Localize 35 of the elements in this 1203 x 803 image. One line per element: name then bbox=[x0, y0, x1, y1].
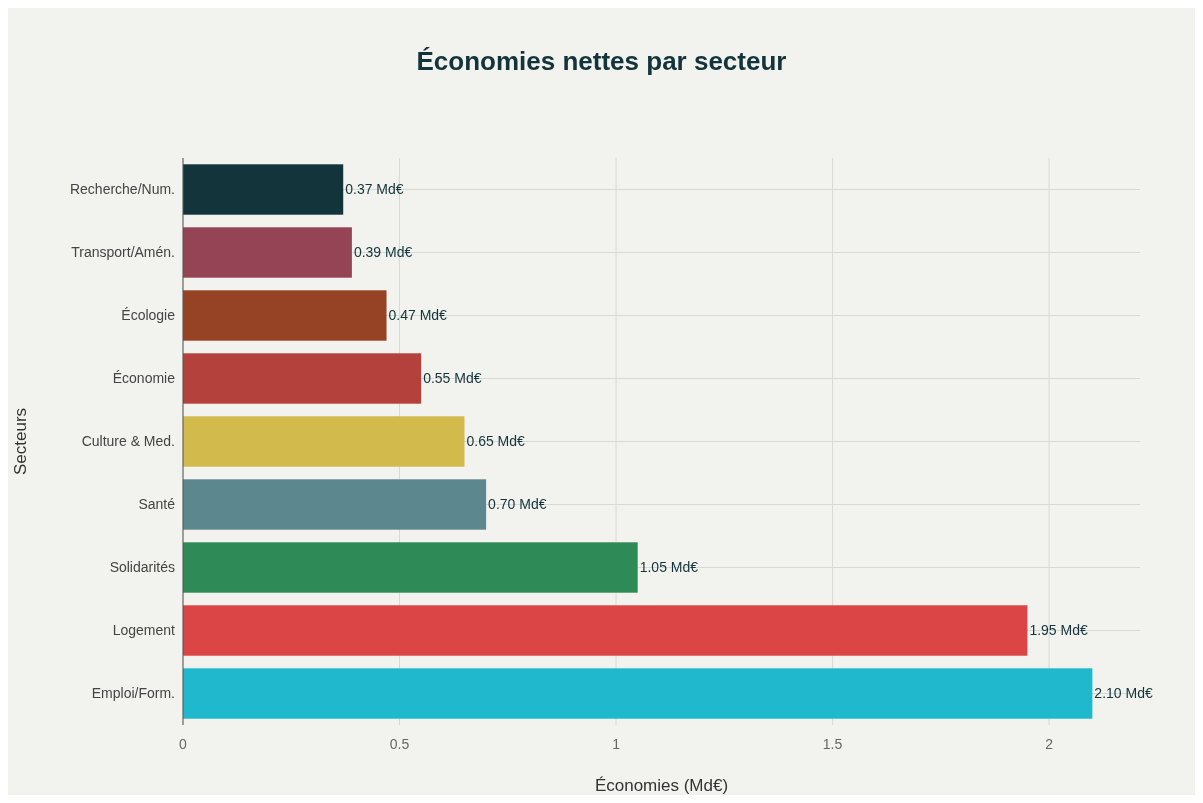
bar bbox=[183, 164, 344, 215]
y-tick-label: Solidarités bbox=[109, 559, 175, 576]
x-tick-label: 1 bbox=[612, 736, 621, 752]
x-tick-label: 0.5 bbox=[389, 736, 410, 752]
bar bbox=[183, 479, 487, 530]
bar bbox=[183, 668, 1093, 719]
bar bbox=[183, 416, 465, 467]
x-axis-title: Économies (Md€) bbox=[594, 776, 729, 795]
chart-title: Économies nettes par secteur bbox=[416, 46, 787, 76]
data-label: 0.65 Md€ bbox=[466, 433, 526, 450]
data-label: 0.47 Md€ bbox=[388, 307, 448, 324]
x-tick-label: 1.5 bbox=[822, 736, 843, 752]
y-tick-label: Transport/Amén. bbox=[71, 244, 175, 261]
bar bbox=[183, 605, 1028, 656]
y-tick-label: Écologie bbox=[121, 307, 176, 324]
data-label: 0.55 Md€ bbox=[423, 370, 482, 387]
y-tick-label: Économie bbox=[112, 370, 176, 387]
data-label: 1.95 Md€ bbox=[1029, 622, 1088, 639]
bar bbox=[183, 353, 422, 404]
y-tick-label: Recherche/Num. bbox=[69, 181, 175, 198]
y-tick-label: Logement bbox=[112, 622, 176, 639]
data-label: 2.10 Md€ bbox=[1094, 685, 1153, 702]
y-tick-label: Culture & Med. bbox=[81, 433, 175, 450]
x-tick-label: 2 bbox=[1045, 736, 1054, 752]
y-tick-label: Emploi/Form. bbox=[91, 685, 175, 702]
data-label: 0.39 Md€ bbox=[353, 244, 413, 261]
y-axis-title: Secteurs bbox=[11, 407, 30, 476]
bar bbox=[183, 542, 638, 593]
data-label: 0.37 Md€ bbox=[345, 181, 404, 198]
data-label: 1.05 Md€ bbox=[639, 559, 699, 576]
x-tick-label: 0 bbox=[179, 736, 188, 752]
bar bbox=[183, 290, 387, 341]
y-tick-label: Santé bbox=[138, 496, 176, 513]
bar bbox=[183, 227, 352, 278]
data-label: 0.70 Md€ bbox=[488, 496, 547, 513]
